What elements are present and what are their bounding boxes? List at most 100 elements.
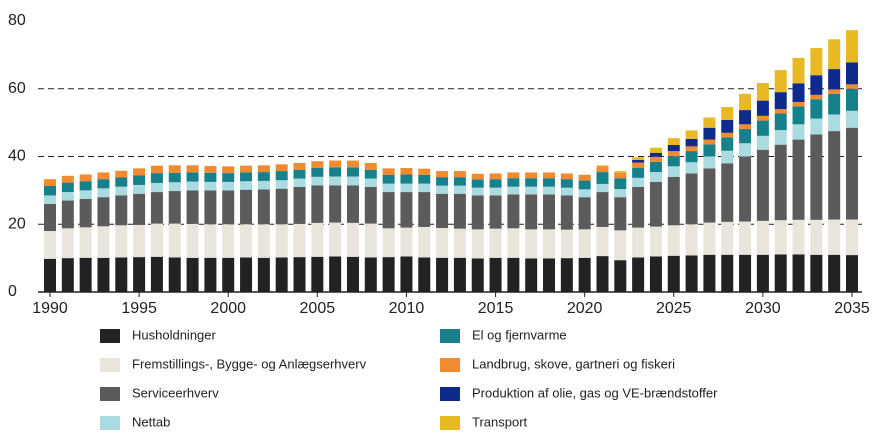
bar-segment: [774, 92, 787, 110]
bar-segment: [382, 183, 395, 193]
bar-segment: [150, 173, 163, 183]
bar-segment: [311, 161, 324, 169]
bar-segment: [667, 138, 680, 145]
bar-segment: [471, 173, 484, 180]
bar-segment: [311, 168, 324, 177]
bar-segment: [418, 192, 431, 227]
bar-segment: [596, 165, 609, 167]
bar-segment: [543, 194, 556, 230]
bar-segment: [97, 226, 110, 258]
bar-segment: [382, 192, 395, 229]
bar-segment: [133, 257, 146, 292]
bar-segment: [61, 182, 74, 193]
bar-segment: [293, 178, 306, 187]
bar-segment: [400, 183, 413, 193]
bar-segment: [703, 144, 716, 157]
bar-segment: [61, 258, 74, 292]
bar-segment: [649, 147, 662, 153]
bar-segment: [632, 257, 645, 292]
x-tick-label: 2000: [210, 300, 246, 317]
bar-segment: [61, 175, 74, 183]
bar-segment: [810, 94, 823, 100]
bar-segment: [774, 70, 787, 93]
bar-segment: [97, 257, 110, 292]
bar-segment: [525, 186, 538, 195]
legend-swatch: [100, 358, 120, 372]
legend-swatch: [440, 358, 460, 372]
bar-segment: [97, 179, 110, 189]
bar-segment: [471, 229, 484, 259]
bar-segment: [685, 130, 698, 139]
legend-label: Husholdninger: [132, 327, 217, 342]
bar-segment: [471, 179, 484, 188]
bar-segment: [364, 223, 377, 258]
legend-label: Nettab: [132, 414, 170, 429]
bar-segment: [846, 84, 858, 89]
bar-segment: [828, 89, 841, 94]
bar-segment: [507, 257, 520, 292]
bar-segment: [168, 182, 181, 192]
bar-segment: [828, 39, 841, 70]
bar-segment: [614, 189, 627, 198]
bar-segment: [79, 190, 92, 199]
bar-segment: [721, 119, 734, 133]
bar-segment: [846, 110, 858, 128]
bar-segment: [596, 183, 609, 193]
bar-segment: [792, 139, 805, 220]
bar-segment: [61, 228, 74, 259]
bar-segment: [756, 254, 769, 292]
bar-segment: [346, 167, 359, 177]
bar-segment: [168, 172, 181, 183]
bar-segment: [293, 186, 306, 224]
legend-swatch: [440, 387, 460, 401]
bar-segment: [739, 143, 752, 157]
bar-segment: [560, 258, 573, 292]
bar-segment: [703, 117, 716, 128]
bar-segment: [667, 144, 680, 152]
bar-segment: [133, 175, 146, 185]
bar-segment: [186, 172, 199, 182]
x-tick-label: 2005: [300, 300, 336, 317]
bar-segment: [810, 99, 823, 119]
bar-segment: [150, 182, 163, 193]
bar-segment: [44, 179, 56, 186]
bar-segment: [525, 178, 538, 187]
bar-segment: [632, 157, 645, 160]
bar-segment: [810, 254, 823, 292]
bar-segment: [418, 168, 431, 175]
bar-segment: [703, 168, 716, 223]
bar-segment: [828, 219, 841, 255]
x-tick-label: 1995: [121, 300, 157, 317]
bar-segment: [721, 150, 734, 164]
bar-segment: [61, 200, 74, 229]
bar-segment: [364, 186, 377, 224]
bar-segment: [436, 171, 449, 178]
bar-segment: [97, 197, 110, 227]
bar-segment: [810, 75, 823, 95]
bar-segment: [489, 228, 502, 258]
bar-segment: [115, 195, 128, 226]
bar-segment: [792, 219, 805, 255]
bar-segment: [560, 173, 573, 180]
bar-segment: [275, 164, 288, 172]
bar-segment: [739, 110, 752, 125]
bar-segment: [311, 185, 324, 223]
bar-segment: [525, 172, 538, 179]
bar-segment: [115, 186, 128, 196]
bar-segment: [792, 101, 805, 107]
bar-segment: [560, 187, 573, 196]
bar-segment: [133, 193, 146, 225]
bar-segment: [543, 178, 556, 187]
bar-segment: [774, 254, 787, 292]
bar-segment: [685, 224, 698, 256]
bar-segment: [44, 258, 56, 292]
bar-segment: [436, 227, 449, 258]
bar-segment: [828, 131, 841, 220]
bar-segment: [614, 178, 627, 190]
bar-segment: [418, 226, 431, 258]
bar-segment: [115, 257, 128, 292]
bar-segment: [489, 195, 502, 229]
bar-segment: [222, 257, 235, 292]
bar-segment: [222, 181, 235, 191]
